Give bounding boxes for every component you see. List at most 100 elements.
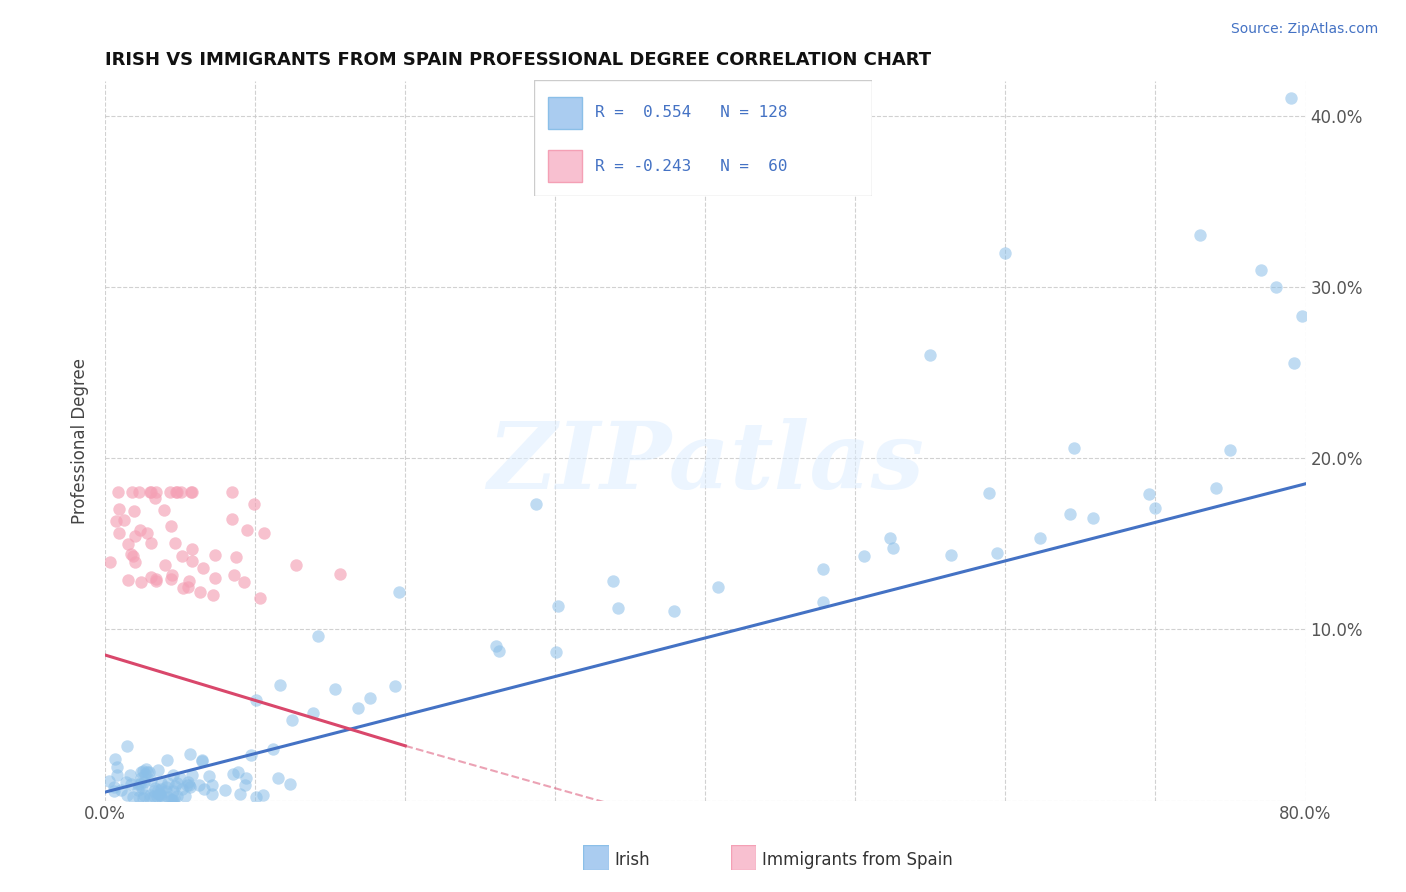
Point bbox=[120, 768, 142, 782]
Point bbox=[156, 790, 179, 805]
Point bbox=[204, 571, 226, 585]
Point bbox=[191, 753, 214, 767]
Point bbox=[132, 788, 155, 802]
Point bbox=[221, 512, 243, 526]
Point bbox=[606, 601, 628, 615]
Point bbox=[129, 777, 152, 791]
Point bbox=[235, 771, 257, 785]
Point bbox=[139, 485, 162, 500]
Point bbox=[127, 777, 149, 791]
Point bbox=[388, 584, 411, 599]
Point bbox=[1205, 481, 1227, 495]
Point bbox=[224, 568, 246, 582]
Point bbox=[103, 784, 125, 798]
Point bbox=[941, 548, 963, 562]
Point bbox=[307, 629, 329, 643]
Point bbox=[226, 764, 249, 779]
Point bbox=[145, 574, 167, 589]
Bar bbox=[548, 150, 582, 182]
Point bbox=[245, 789, 267, 804]
Point bbox=[160, 793, 183, 807]
Point bbox=[127, 782, 149, 797]
Point bbox=[132, 790, 155, 805]
Point bbox=[115, 788, 138, 802]
Point bbox=[181, 554, 204, 568]
Point bbox=[121, 485, 143, 500]
Point bbox=[150, 789, 173, 803]
Text: R =  0.554   N = 128: R = 0.554 N = 128 bbox=[595, 105, 787, 120]
Point bbox=[160, 519, 183, 533]
Point bbox=[176, 778, 198, 792]
Point bbox=[201, 787, 224, 801]
Point bbox=[180, 485, 202, 500]
Point bbox=[114, 775, 136, 789]
Point bbox=[233, 574, 256, 589]
Point bbox=[214, 783, 236, 797]
Point bbox=[146, 783, 169, 797]
Point bbox=[155, 784, 177, 798]
Point bbox=[134, 767, 156, 781]
Point bbox=[97, 774, 120, 789]
Point bbox=[149, 782, 172, 797]
Point bbox=[204, 548, 226, 562]
Point bbox=[994, 245, 1017, 260]
Point bbox=[166, 776, 188, 790]
Point bbox=[146, 764, 169, 778]
Point bbox=[170, 549, 193, 564]
Point bbox=[986, 546, 1008, 560]
Point bbox=[166, 485, 188, 500]
Point bbox=[262, 741, 284, 756]
Point bbox=[1137, 487, 1160, 501]
Point bbox=[269, 678, 291, 692]
Point bbox=[155, 780, 177, 794]
Point bbox=[488, 644, 510, 658]
Point bbox=[112, 513, 135, 527]
Point bbox=[267, 772, 290, 786]
Point bbox=[174, 789, 197, 803]
Point bbox=[323, 681, 346, 696]
Point bbox=[1059, 507, 1081, 521]
Point bbox=[138, 764, 160, 779]
Point bbox=[103, 780, 125, 794]
Point bbox=[122, 504, 145, 518]
Point bbox=[384, 679, 406, 693]
Point bbox=[249, 591, 271, 606]
Point bbox=[235, 523, 257, 537]
Point bbox=[135, 762, 157, 776]
Point bbox=[1291, 309, 1313, 323]
Point bbox=[159, 793, 181, 807]
Point bbox=[177, 778, 200, 792]
Point bbox=[149, 789, 172, 803]
Point bbox=[1063, 442, 1085, 456]
Point bbox=[120, 547, 142, 561]
Point bbox=[1282, 356, 1305, 370]
Point bbox=[852, 549, 875, 564]
Point bbox=[124, 555, 146, 569]
Point bbox=[162, 791, 184, 805]
Point bbox=[662, 604, 685, 618]
Point bbox=[170, 781, 193, 796]
Point bbox=[197, 769, 219, 783]
Point bbox=[253, 525, 276, 540]
Point bbox=[176, 775, 198, 789]
Point bbox=[169, 485, 191, 500]
Text: R = -0.243   N =  60: R = -0.243 N = 60 bbox=[595, 159, 787, 174]
Point bbox=[1279, 91, 1302, 105]
Point bbox=[201, 778, 224, 792]
Text: ZIPatlas: ZIPatlas bbox=[486, 417, 924, 508]
Point bbox=[136, 526, 159, 541]
Y-axis label: Professional Degree: Professional Degree bbox=[72, 358, 89, 524]
Point bbox=[145, 572, 167, 586]
Point bbox=[165, 780, 187, 794]
Point bbox=[160, 572, 183, 586]
Point bbox=[225, 549, 247, 564]
Point bbox=[1143, 501, 1166, 516]
Point bbox=[811, 595, 834, 609]
Point bbox=[117, 537, 139, 551]
Point bbox=[146, 789, 169, 803]
Point bbox=[128, 485, 150, 500]
Point bbox=[129, 771, 152, 785]
Point bbox=[1081, 511, 1104, 525]
Point bbox=[107, 501, 129, 516]
Point bbox=[124, 529, 146, 543]
